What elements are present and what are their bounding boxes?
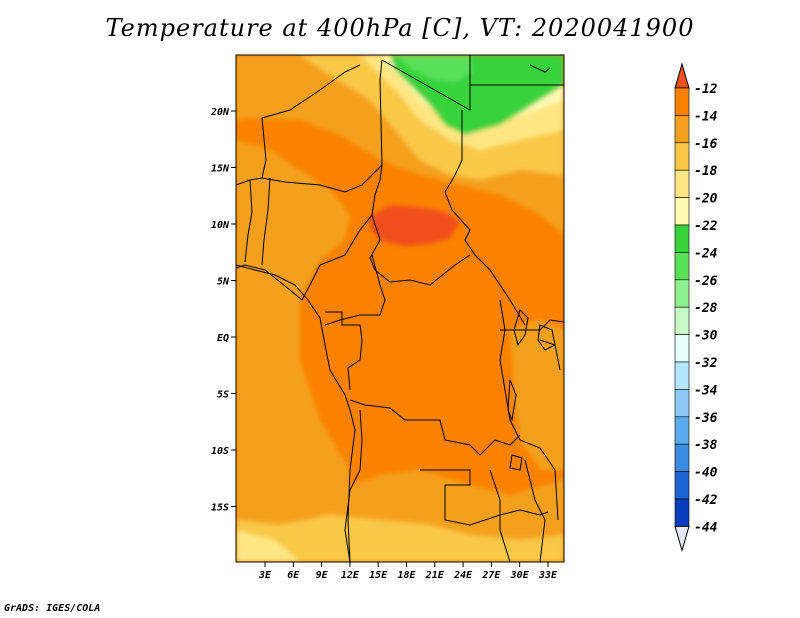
colorbar-label: -36 <box>694 411 718 426</box>
colorbar-swatch <box>674 334 690 363</box>
lon-tick-label: 12E <box>341 570 360 581</box>
colorbar-label: -42 <box>694 493 718 508</box>
latitude-axis: 20N 15N 10N 5N EQ 5S 10S 15S <box>210 107 236 514</box>
colorbar-label: -32 <box>694 356 718 371</box>
colorbar-swatch <box>674 279 690 308</box>
colorbar-label: -30 <box>694 329 718 344</box>
colorbar-label: -18 <box>694 164 718 179</box>
lat-tick-label: 20N <box>210 107 230 118</box>
country-borders <box>236 55 564 562</box>
field-south-20 <box>236 515 564 562</box>
lat-tick-label: 15S <box>211 503 229 514</box>
colorbar-swatch <box>674 115 690 144</box>
colorbar-swatch <box>674 142 690 171</box>
lon-tick-label: 15E <box>369 570 388 581</box>
colorbar-swatch <box>674 87 690 116</box>
colorbar-label: -24 <box>694 246 718 261</box>
colorbar-label: -44 <box>694 520 718 535</box>
lon-tick-label: 33E <box>538 570 558 581</box>
colorbar-swatch <box>674 361 690 390</box>
lon-tick-label: 6E <box>287 570 300 581</box>
field-north-26 <box>395 55 472 82</box>
field-west-18 <box>236 140 350 562</box>
temperature-field <box>236 55 564 562</box>
colorbar-label: -40 <box>694 466 718 481</box>
longitude-axis: 3E 6E 9E 12E 15E 18E 21E 24E 27E 30E 33E <box>258 562 558 581</box>
colorbar-label: -34 <box>694 383 718 398</box>
colorbar-bottom-arrow <box>674 525 690 553</box>
lon-tick-label: 9E <box>316 570 329 581</box>
colorbar-label: -22 <box>694 219 718 234</box>
colorbar-swatch <box>674 224 690 253</box>
coastline <box>236 264 356 562</box>
colorbar-swatch <box>674 252 690 281</box>
lakes <box>507 64 556 516</box>
colorbar-swatch <box>674 471 690 500</box>
lat-tick-label: 5N <box>217 277 230 288</box>
colorbar-swatch <box>674 443 690 472</box>
colorbar-label: -20 <box>694 192 718 207</box>
lon-tick-label: 18E <box>397 570 416 581</box>
lon-tick-label: 21E <box>425 570 445 581</box>
lon-tick-label: 30E <box>510 570 530 581</box>
lat-tick-label: 15N <box>211 164 230 175</box>
colorbar-swatch <box>674 498 690 527</box>
lon-tick-label: 24E <box>453 570 473 581</box>
field-southwest-22 <box>236 530 300 562</box>
colorbar-swatch <box>674 169 690 198</box>
colorbar-label: -26 <box>694 274 718 289</box>
colorbar-top-arrow <box>674 62 690 89</box>
lat-tick-label: 10S <box>211 446 229 457</box>
field-east-18 <box>510 320 564 470</box>
lat-tick-label: EQ <box>217 333 229 344</box>
grads-credit: GrADS: IGES/COLA <box>4 603 101 614</box>
lat-tick-label: 5S <box>217 390 229 401</box>
colorbar-swatch <box>674 306 690 335</box>
colorbar-swatch <box>674 197 690 226</box>
map-title: Temperature at 400hPa [C], VT: 202004190… <box>105 14 695 42</box>
colorbar-label: -16 <box>694 137 718 152</box>
colorbar: -12 -14 -16 -18 -20 -22 -24 -26 -28 -30 -32 -34 -36 -… <box>674 62 718 553</box>
lon-tick-label: 27E <box>481 570 501 581</box>
lat-tick-label: 10N <box>211 220 230 231</box>
colorbar-swatch <box>674 416 690 445</box>
lon-tick-label: 3E <box>258 570 272 581</box>
colorbar-label: -28 <box>694 301 718 316</box>
map-frame <box>235 54 565 563</box>
colorbar-label: -14 <box>694 109 718 124</box>
colorbar-label: -12 <box>694 82 718 97</box>
field-warm-14 <box>368 205 460 246</box>
colorbar-swatch <box>674 389 690 418</box>
colorbar-label: -38 <box>694 438 718 453</box>
